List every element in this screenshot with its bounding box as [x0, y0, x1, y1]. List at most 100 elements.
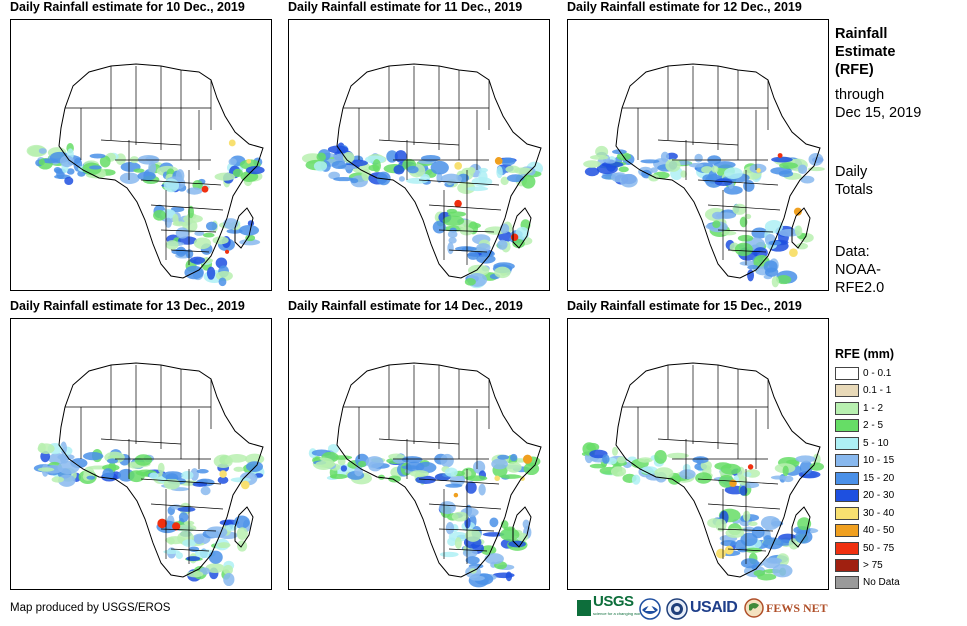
rainfall-patch [723, 185, 743, 195]
rainfall-patch [447, 211, 467, 217]
rainfall-map [10, 19, 272, 291]
rainfall-patch [778, 229, 800, 237]
rainfall-patch [99, 155, 111, 168]
rainfall-patch [770, 475, 788, 480]
rainfall-patch [484, 553, 504, 565]
rainfall-patch [666, 452, 689, 459]
country-border [150, 503, 224, 510]
country-border [438, 229, 495, 233]
heavy-rain-spot [793, 207, 802, 216]
rainfall-patch [86, 475, 96, 480]
heavy-rain-spot [172, 522, 181, 531]
rainfall-patch [714, 178, 733, 187]
heavy-rain-spot [724, 545, 734, 555]
africa-coastline [615, 362, 821, 578]
legend-label: 2 - 5 [863, 420, 884, 432]
rainfall-patch [463, 469, 472, 478]
rainfall-patch [439, 551, 459, 558]
rainfall-patch [640, 159, 660, 164]
panel-title: Daily Rainfall estimate for 11 Dec., 201… [288, 0, 523, 14]
rainfall-patch [217, 542, 231, 549]
rainfall-patch [340, 465, 348, 472]
rainfall-patch [798, 164, 808, 174]
rainfall-patch [170, 206, 185, 213]
country-border [160, 229, 217, 233]
rainfall-patch [236, 527, 248, 540]
rainfall-patch [800, 175, 815, 184]
heavy-rain-spot [454, 162, 463, 170]
rainfall-patch [372, 159, 381, 173]
country-border [100, 438, 182, 445]
rainfall-patch [343, 151, 355, 163]
rainfall-patch [500, 157, 516, 166]
rainfall-patch [66, 168, 75, 175]
panel-title: Daily Rainfall estimate for 15 Dec., 201… [567, 299, 802, 313]
rainfall-patch [491, 458, 508, 470]
rainfall-patch [467, 251, 480, 260]
country-border [438, 528, 495, 532]
rainfall-patch [106, 458, 119, 464]
rainfall-patch [521, 174, 536, 189]
rainfall-patch [650, 167, 658, 173]
rainfall-patch [77, 170, 86, 177]
heavy-rain-spot [453, 492, 459, 498]
heavy-rain-spot [224, 249, 230, 254]
rainfall-patch [499, 223, 510, 234]
rainfall-patch [712, 220, 721, 229]
rainfall-patch [794, 530, 813, 544]
country-border [428, 204, 502, 211]
rainfall-patch [245, 461, 264, 472]
rainfall-patch [407, 165, 419, 174]
rainfall-patch [172, 213, 179, 225]
rainfall-patch [51, 476, 65, 483]
rainfall-map [10, 318, 272, 590]
rainfall-patch [809, 462, 825, 471]
legend-label: > 75 [863, 559, 883, 571]
rainfall-patch [465, 481, 477, 494]
rainfall-patch [393, 164, 405, 175]
rainfall-patch [618, 166, 629, 173]
country-border [170, 249, 210, 253]
nasa-seal-icon [666, 597, 688, 621]
rainfall-patch [497, 454, 509, 460]
legend-swatch [835, 558, 859, 572]
madagascar-outline [791, 506, 811, 548]
heavy-rain-spot [729, 479, 737, 487]
legend-label: 15 - 20 [863, 472, 895, 484]
rainfall-patch [494, 266, 511, 279]
rainfall-patch [175, 227, 189, 239]
rainfall-patch [448, 237, 457, 244]
madagascar-outline [512, 506, 532, 548]
usgs-logo: USGS science for a changing world [577, 594, 644, 620]
rainfall-patch [512, 239, 525, 249]
rainfall-patch [744, 213, 752, 220]
rainfall-patch [186, 187, 203, 195]
legend-swatch [835, 524, 859, 538]
rainfall-patch [186, 570, 204, 578]
rainfall-patch [89, 165, 102, 170]
rainfall-patch [333, 177, 354, 182]
rainfall-patch [795, 455, 816, 463]
fews-net-logo: FEWS NET [744, 596, 828, 620]
rainfall-patch [438, 501, 456, 514]
rainfall-patch [175, 169, 185, 183]
madagascar-outline [791, 207, 811, 249]
rainfall-patch [505, 165, 520, 174]
rainfall-patch [694, 153, 703, 163]
rainfall-patch [186, 556, 201, 562]
rainfall-patch [328, 171, 341, 180]
rainfall-patch [799, 460, 813, 475]
rainfall-patch [786, 459, 799, 465]
country-border [727, 548, 767, 552]
rainfall-patch [398, 176, 405, 182]
africa-map-svg [581, 362, 825, 581]
rainfall-patch [720, 463, 741, 475]
rainfall-patch [436, 172, 443, 184]
rainfall-patch [462, 548, 478, 558]
rainfall-patch [137, 171, 156, 181]
rainfall-patch [145, 155, 158, 162]
rainfall-map [567, 19, 829, 291]
rainfall-patch [205, 526, 228, 539]
rainfall-patch [163, 549, 180, 555]
rainfall-patch [751, 227, 768, 239]
